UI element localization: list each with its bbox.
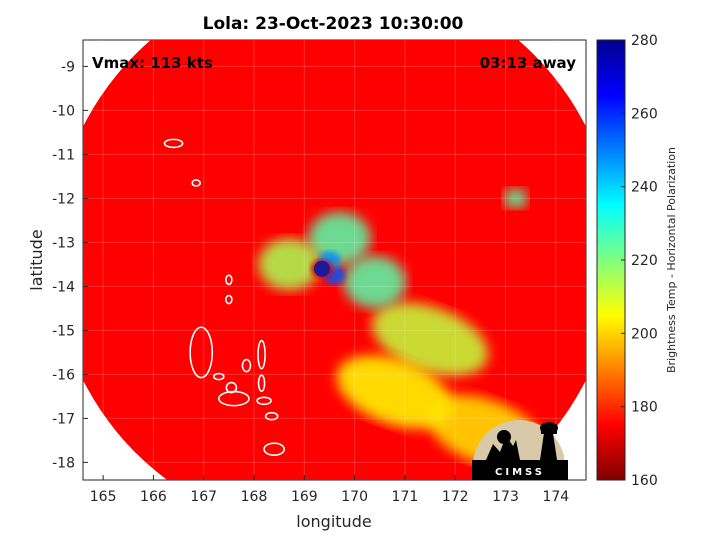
- island-outline: [264, 411, 279, 421]
- y-tick-label: -14: [52, 279, 75, 295]
- x-tick-label: 169: [291, 489, 318, 505]
- logo-text: CIMSS: [495, 467, 545, 478]
- colorbar-ticks: 280 260 240 220 200 180 160: [621, 33, 658, 489]
- feature-outer-band: [371, 302, 489, 376]
- x-tick-label: 167: [190, 489, 217, 505]
- gridlines: [83, 40, 586, 480]
- vmax-annotation: Vmax: 113 kts: [92, 54, 213, 72]
- x-tick-label: 171: [392, 489, 419, 505]
- y-tick-label: -15: [52, 323, 75, 339]
- y-axis-label: latitude: [27, 229, 46, 290]
- colorbar-tick-label: 180: [631, 400, 658, 416]
- island-outline: [189, 326, 214, 379]
- colorbar-tick-label: 260: [631, 106, 658, 122]
- island-outline: [218, 390, 250, 407]
- y-tick-label: -10: [52, 103, 75, 119]
- y-axis: -9 -10 -11 -12 -13 -14 -15 -16 -17 -18: [52, 59, 88, 471]
- y-tick-label: -11: [52, 147, 75, 163]
- island-outline: [225, 274, 233, 286]
- feature-convection: [503, 188, 528, 209]
- colorbar-tick-label: 200: [631, 326, 658, 342]
- colorbar-label: Brightness Temp - Horizontal Polarizatio…: [665, 147, 678, 373]
- time-away-annotation: 03:13 away: [480, 54, 577, 72]
- x-tick-label: 165: [90, 489, 117, 505]
- island-outline: [257, 374, 266, 393]
- y-tick-label: -17: [52, 411, 75, 427]
- logo-banner: [472, 460, 568, 480]
- chart-title: Lola: 23-Oct-2023 10:30:00: [203, 14, 464, 34]
- plot-content: [83, 40, 586, 480]
- coastlines: [163, 138, 286, 457]
- x-axis-label: longitude: [296, 512, 371, 531]
- colorbar-tick-label: 220: [631, 253, 658, 269]
- colorbar-tick-label: 160: [631, 473, 658, 489]
- x-tick-label: 173: [492, 489, 519, 505]
- island-outline: [163, 138, 184, 149]
- island-outline: [212, 372, 225, 381]
- y-tick-label: -9: [61, 59, 75, 75]
- logo-dish-icon: [486, 436, 520, 460]
- logo-dish-icon: [497, 430, 511, 444]
- feature-outer-band: [336, 355, 454, 429]
- island-outline: [263, 442, 286, 457]
- x-tick-label: 170: [341, 489, 368, 505]
- colorbar-tick-label: 280: [631, 33, 658, 49]
- cimss-logo: CIMSS: [472, 420, 568, 480]
- y-tick-label: -12: [52, 191, 75, 207]
- y-tick-label: -16: [52, 367, 75, 383]
- x-tick-label: 166: [140, 489, 167, 505]
- x-tick-label: 168: [241, 489, 268, 505]
- island-outline: [256, 396, 272, 406]
- colorbar: [596, 39, 626, 481]
- storm-eye: [313, 260, 330, 277]
- island-outline: [225, 381, 238, 394]
- x-axis: 165 166 167 168 169 170 171 172 173 174: [90, 475, 569, 505]
- feature-inner-band: [258, 238, 321, 291]
- island-outline: [191, 179, 201, 187]
- feature-inner-band: [343, 256, 406, 308]
- island-outline: [225, 294, 233, 305]
- logo-tower-icon: [540, 422, 558, 434]
- feature-inner-band: [308, 212, 371, 264]
- satellite-swath: [83, 40, 586, 480]
- island-outline: [241, 358, 252, 373]
- x-tick-label: 174: [542, 489, 569, 505]
- y-tick-label: -13: [52, 235, 75, 251]
- x-tick-label: 172: [442, 489, 469, 505]
- y-tick-label: -18: [52, 455, 75, 471]
- logo-tower-icon: [540, 430, 557, 460]
- colorbar-tick-label: 240: [631, 180, 658, 196]
- island-outline: [257, 339, 266, 370]
